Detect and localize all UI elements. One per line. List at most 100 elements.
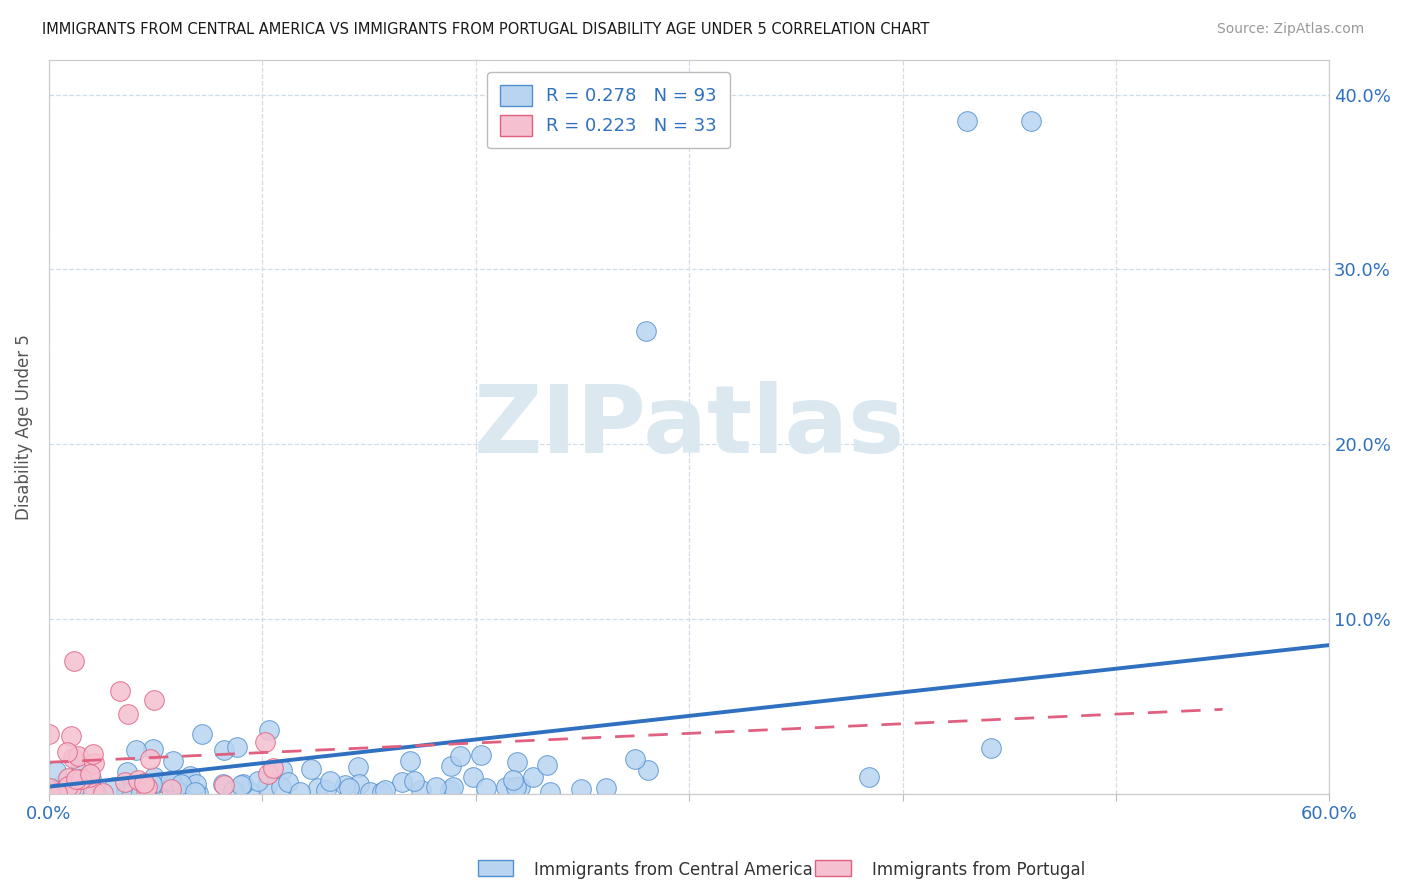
Point [52, 776, 75, 790]
Point [636, 324, 658, 338]
Point [48, 780, 70, 795]
Point [299, 762, 322, 776]
Point [39, 780, 62, 795]
Point [139, 752, 162, 766]
Point [77, 770, 100, 784]
Point [186, 777, 208, 791]
Point [319, 774, 342, 789]
Point [246, 773, 269, 788]
Point [505, 780, 527, 794]
Point [103, 780, 125, 794]
Point [955, 113, 977, 128]
Point [212, 779, 235, 793]
Point [59, 781, 82, 796]
Point [82, 747, 104, 761]
Point [129, 785, 152, 799]
Point [402, 773, 425, 788]
Point [470, 748, 492, 763]
Point [58, 779, 80, 793]
Point [257, 767, 280, 781]
Point [337, 780, 360, 795]
Point [91, 786, 114, 800]
Point [45, 764, 67, 779]
Point [55, 784, 77, 798]
Point [142, 741, 165, 756]
Point [51, 786, 73, 800]
Point [569, 782, 592, 797]
Point [162, 754, 184, 768]
Point [441, 780, 464, 795]
Point [127, 773, 149, 788]
Point [522, 770, 544, 784]
Point [176, 773, 198, 788]
Point [66, 778, 89, 792]
Point [125, 743, 148, 757]
Point [135, 780, 157, 794]
Point [170, 786, 193, 800]
Point [62, 751, 84, 765]
Point [134, 776, 156, 790]
Point [69, 772, 91, 786]
Point [411, 782, 433, 797]
Point [117, 765, 139, 780]
Text: IMMIGRANTS FROM CENTRAL AMERICA VS IMMIGRANTS FROM PORTUGAL DISABILITY AGE UNDER: IMMIGRANTS FROM CENTRAL AMERICA VS IMMIG… [42, 22, 929, 37]
Point [139, 783, 162, 797]
Point [232, 776, 254, 790]
Point [225, 739, 247, 754]
Point [163, 776, 186, 790]
Point [536, 758, 558, 772]
Point [277, 775, 299, 789]
Point [84, 785, 107, 799]
Point [120, 779, 142, 793]
Text: Immigrants from Portugal: Immigrants from Portugal [872, 861, 1085, 879]
Point [38, 727, 60, 741]
Point [115, 786, 138, 800]
Point [143, 770, 166, 784]
Text: Source: ZipAtlas.com: Source: ZipAtlas.com [1216, 22, 1364, 37]
Point [166, 785, 188, 799]
Point [170, 777, 193, 791]
Point [502, 772, 524, 787]
Point [142, 693, 165, 707]
Point [212, 777, 235, 791]
Point [439, 783, 461, 797]
Point [163, 780, 186, 794]
Point [183, 785, 205, 799]
Point [117, 707, 139, 722]
Y-axis label: Disability Age Under 5: Disability Age Under 5 [15, 334, 32, 519]
Point [256, 779, 278, 793]
Point [48, 787, 70, 801]
Point [288, 785, 311, 799]
Point [1019, 113, 1042, 128]
Point [121, 780, 143, 795]
Point [212, 743, 235, 757]
Point [333, 778, 356, 792]
Point [439, 759, 461, 773]
Point [271, 763, 294, 777]
Point [141, 777, 163, 791]
Point [60, 729, 83, 743]
Point [83, 756, 105, 771]
Point [63, 654, 86, 668]
Point [374, 782, 396, 797]
Point [46, 783, 69, 797]
Point [391, 775, 413, 789]
Point [149, 774, 172, 789]
Point [159, 774, 181, 789]
Point [425, 780, 447, 794]
Point [46, 783, 69, 797]
Point [371, 785, 394, 799]
Point [399, 754, 422, 768]
Point [307, 780, 329, 795]
Point [80, 772, 103, 786]
Point [623, 752, 645, 766]
Point [238, 784, 260, 798]
Point [56, 745, 79, 759]
Point [461, 770, 484, 784]
Text: Immigrants from Central America: Immigrants from Central America [534, 861, 813, 879]
Point [69, 759, 91, 773]
Point [179, 769, 201, 783]
Text: ZIPatlas: ZIPatlas [474, 381, 905, 473]
Point [222, 784, 245, 798]
Point [637, 763, 659, 777]
